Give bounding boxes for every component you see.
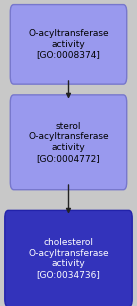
FancyBboxPatch shape [10,95,127,190]
FancyBboxPatch shape [5,211,132,306]
Text: sterol
O-acyltransferase
activity
[GO:0004772]: sterol O-acyltransferase activity [GO:00… [28,122,109,163]
Text: O-acyltransferase
activity
[GO:0008374]: O-acyltransferase activity [GO:0008374] [28,29,109,60]
Text: cholesterol
O-acyltransferase
activity
[GO:0034736]: cholesterol O-acyltransferase activity [… [28,238,109,279]
FancyBboxPatch shape [10,5,127,84]
